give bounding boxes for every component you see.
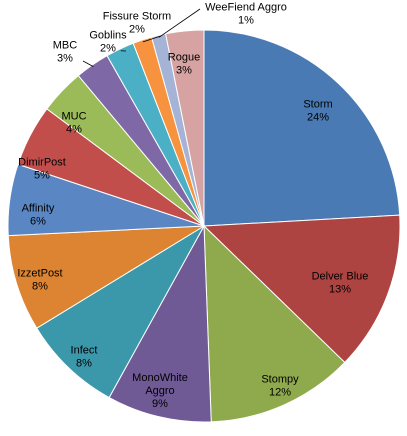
slice-label-goblins: Goblins 2% (89, 30, 127, 55)
leader-line-fissure-storm (142, 35, 162, 43)
pie-slices (7, 29, 401, 423)
slice-label-fissure-storm: Fissure Storm 2% (103, 11, 171, 36)
slice-label-muc: MUC 4% (61, 111, 86, 136)
leader-line-mbc (82, 60, 94, 67)
pie-slice-stompy (203, 224, 346, 423)
leader-line-weefiend-aggro (158, 8, 201, 38)
slice-label-affinity: Affinity 6% (22, 203, 55, 228)
pie-slice-izzetpost (7, 225, 205, 329)
pie-slice-infect (36, 224, 206, 399)
slice-label-stompy: Stompy 12% (261, 374, 299, 399)
slice-label-izzetpost: IzzetPost 8% (17, 268, 62, 293)
pie-slice-storm (203, 29, 401, 227)
slice-label-weefiend-aggro: WeeFiend Aggro 1% (205, 2, 287, 27)
slice-label-dimirpost: DimirPost 5% (18, 157, 66, 182)
slice-label-monowhite-aggro: MonoWhite Aggro 9% (132, 372, 188, 410)
pie-slice-monowhite-aggro (108, 224, 212, 423)
slice-label-storm: Storm 24% (303, 99, 332, 124)
slice-labels: Storm 24% Delver Blue 13% Stompy 12% MonoWhite… (17, 2, 368, 411)
slice-label-infect: Infect 8% (71, 345, 98, 370)
pie-slice-rogue (165, 29, 205, 227)
slice-label-delver-blue: Delver Blue 13% (312, 271, 369, 296)
slice-label-mbc: MBC 3% (53, 40, 78, 65)
slice-label-rogue: Rogue 3% (168, 52, 200, 77)
leader-lines (82, 8, 201, 67)
pie-slice-delver-blue (202, 214, 401, 364)
